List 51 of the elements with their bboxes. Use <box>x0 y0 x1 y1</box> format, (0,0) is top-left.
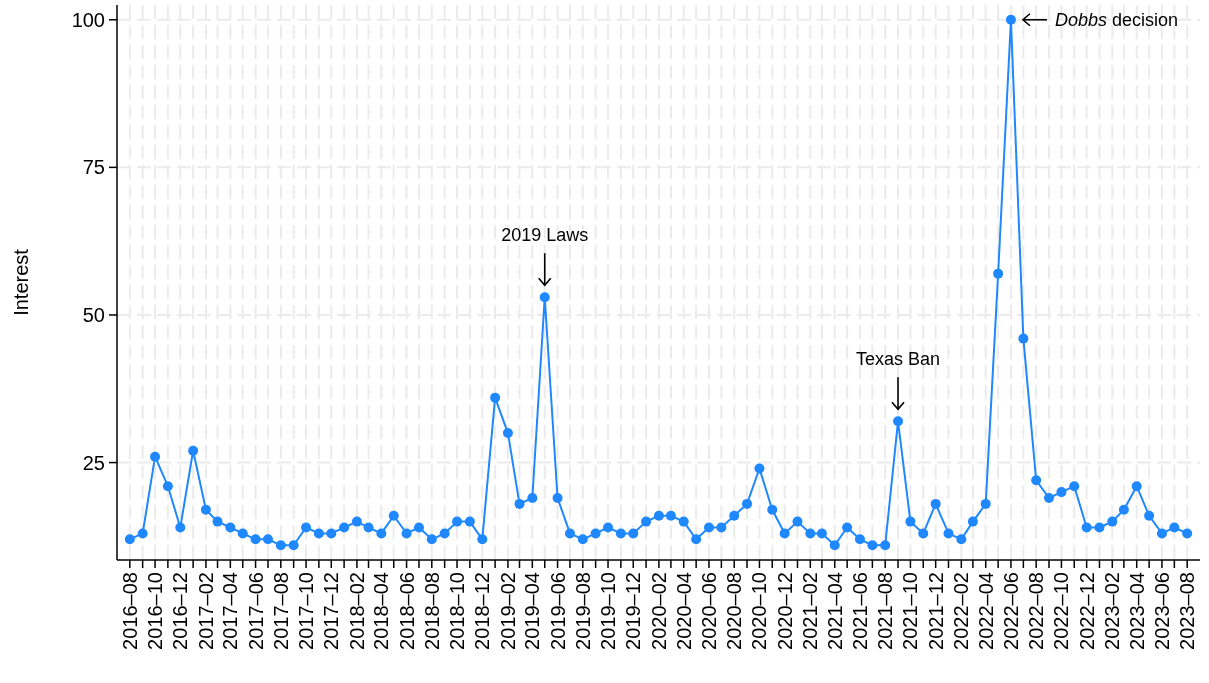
x-tick-label: 2022–04 <box>974 572 997 650</box>
x-tick-label: 2020–12 <box>773 572 796 650</box>
x-tick-label: 2017–08 <box>269 572 292 650</box>
x-tick-label: 2018–08 <box>420 572 443 650</box>
x-tick-label: 2016–10 <box>144 572 167 650</box>
x-tick-label: 2022–06 <box>999 572 1022 650</box>
x-tick-label: 2020–08 <box>723 572 746 650</box>
x-tick-label: 2022–08 <box>1025 572 1048 650</box>
x-tick-label: 2021–06 <box>848 572 871 650</box>
y-tick-label: 50 <box>82 303 105 326</box>
y-tick-label: 25 <box>82 451 105 474</box>
x-tick-label: 2018–04 <box>370 572 393 650</box>
x-tick-label: 2019–06 <box>546 572 569 650</box>
x-tick-label: 2022–12 <box>1075 572 1098 650</box>
x-tick-label: 2023–02 <box>1101 572 1124 650</box>
x-tick-label: 2023–04 <box>1125 572 1148 650</box>
x-tick-label: 2017–06 <box>244 572 267 650</box>
x-tick-label: 2016–08 <box>118 572 141 650</box>
x-tick-label: 2019–12 <box>622 572 645 650</box>
x-tick-label: 2021–10 <box>899 572 922 650</box>
x-tick-label: 2021–12 <box>924 572 947 650</box>
x-tick-label: 2018–06 <box>395 572 418 650</box>
annotation: Texas Ban <box>855 349 941 370</box>
x-tick-label: 2017–04 <box>219 572 242 650</box>
y-axis-title: Interest <box>10 248 32 316</box>
x-tick-label: 2017–12 <box>320 572 343 650</box>
annotation: 2019 Laws <box>501 225 589 246</box>
x-tick-label: 2019–02 <box>496 572 519 650</box>
x-tick-label: 2019–04 <box>521 572 544 650</box>
x-tick-label: 2020–04 <box>672 572 695 650</box>
x-tick-label: 2023–08 <box>1176 572 1199 650</box>
x-tick-label: 2021–04 <box>823 572 846 650</box>
x-tick-label: 2019–10 <box>597 572 620 650</box>
annotation: Dobbs decision <box>1054 9 1179 30</box>
x-tick-label: 2020–02 <box>647 572 670 650</box>
x-tick-label: 2019–08 <box>571 572 594 650</box>
x-tick-label: 2021–08 <box>874 572 897 650</box>
x-tick-label: 2018–02 <box>345 572 368 650</box>
x-tick-label: 2016–12 <box>169 572 192 650</box>
x-tick-label: 2023–06 <box>1150 572 1173 650</box>
x-tick-label: 2022–10 <box>1050 572 1073 650</box>
x-tick-label: 2021–02 <box>799 572 822 650</box>
x-tick-label: 2020–10 <box>748 572 771 650</box>
x-tick-label: 2022–02 <box>950 572 973 650</box>
x-tick-label: 2018–12 <box>471 572 494 650</box>
x-tick-label: 2017–02 <box>194 572 217 650</box>
x-tick-label: 2018–10 <box>446 572 469 650</box>
y-tick-label: 75 <box>82 156 105 179</box>
y-tick-label: 100 <box>71 8 105 31</box>
x-tick-label: 2020–06 <box>697 572 720 650</box>
x-tick-label: 2017–10 <box>295 572 318 650</box>
